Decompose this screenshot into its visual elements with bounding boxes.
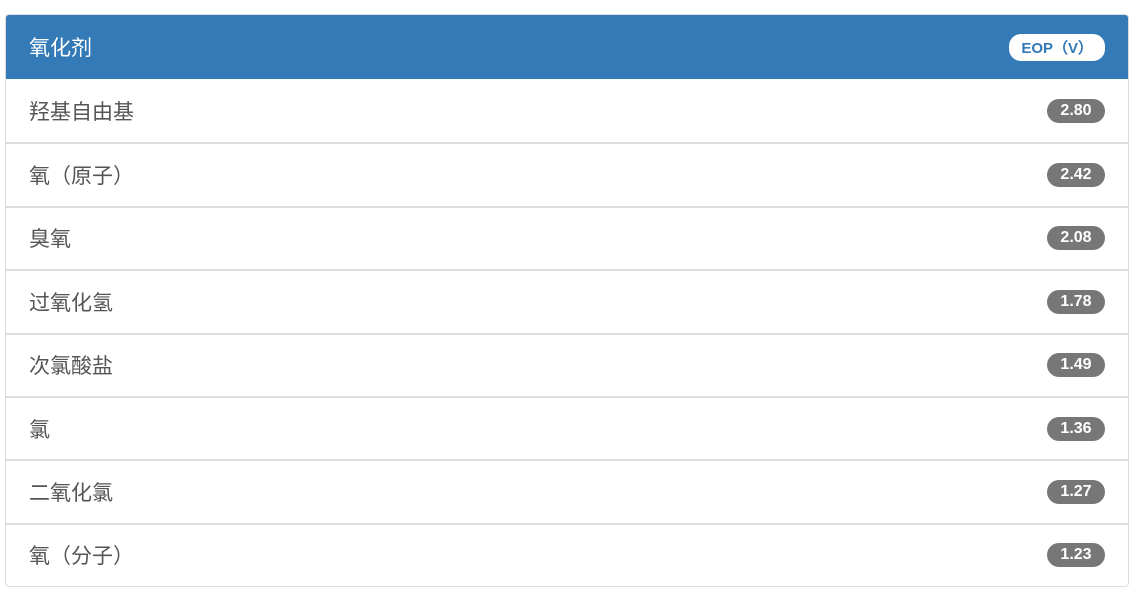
oxidant-name: 氧（原子）: [29, 165, 134, 189]
list-item[interactable]: 氧（原子） 2.42: [6, 142, 1128, 205]
eop-value-badge: 2.80: [1047, 98, 1105, 123]
oxidant-list-panel: 氧化剂 EOP（V） 羟基自由基 2.80 氧（原子） 2.42 臭氧 2.08 过氧化氢 1…: [5, 14, 1129, 588]
oxidant-name: 臭氧: [29, 228, 71, 252]
oxidant-name: 氧（分子）: [29, 545, 134, 569]
eop-value-badge: 1.78: [1047, 289, 1105, 314]
list-item[interactable]: 臭氧 2.08: [6, 205, 1128, 269]
panel-header: 氧化剂 EOP（V）: [6, 15, 1128, 79]
list-item[interactable]: 羟基自由基 2.80: [6, 79, 1128, 142]
eop-value-badge: 1.36: [1047, 416, 1105, 441]
list-item[interactable]: 过氧化氢 1.78: [6, 269, 1128, 332]
oxidant-name: 次氯酸盐: [29, 355, 113, 379]
list-item[interactable]: 氯 1.36: [6, 395, 1128, 459]
oxidant-name: 羟基自由基: [29, 100, 134, 124]
eop-value-badge: 2.42: [1047, 163, 1105, 188]
eop-value-badge: 1.49: [1047, 353, 1105, 378]
list-item[interactable]: 氧（分子） 1.23: [6, 522, 1128, 586]
list-item[interactable]: 二氧化氯 1.27: [6, 459, 1128, 522]
panel-title: 氧化剂: [29, 37, 92, 60]
eop-value-badge: 1.27: [1047, 480, 1105, 505]
oxidant-name: 氯: [29, 418, 50, 442]
eop-unit-badge: EOP（V）: [1009, 33, 1105, 61]
oxidant-name: 过氧化氢: [29, 291, 113, 315]
list-item[interactable]: 次氯酸盐 1.49: [6, 332, 1128, 396]
eop-value-badge: 2.08: [1047, 226, 1105, 251]
eop-value-badge: 1.23: [1047, 543, 1105, 568]
oxidant-name: 二氧化氯: [29, 482, 113, 506]
